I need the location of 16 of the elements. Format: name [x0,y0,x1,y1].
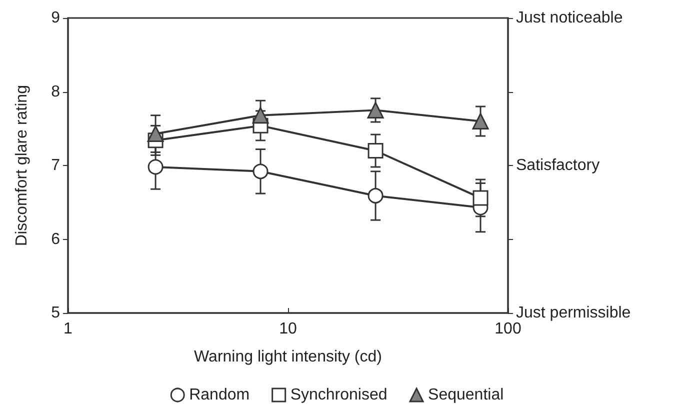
x-tick-label: 10 [279,320,297,338]
legend-label: Random [189,386,250,404]
y-tick-label: 8 [51,83,60,100]
x-tick-label: 1 [64,320,73,338]
category-label: Just noticeable [516,10,623,26]
y-axis-title: Discomfort glare rating [14,85,30,246]
y-tick-label: 7 [51,157,60,174]
x-axis-title: Warning light intensity (cd) [194,348,382,366]
category-label: Just permissible [516,304,631,322]
x-tick-label: 100 [494,320,522,338]
legend-label: Synchronised [290,386,388,404]
category-label: Satisfactory [516,157,600,174]
y-tick-label: 5 [51,304,60,322]
legend-label: Sequential [428,386,504,404]
y-tick-label: 9 [51,10,60,26]
y-tick-label: 6 [51,230,60,248]
